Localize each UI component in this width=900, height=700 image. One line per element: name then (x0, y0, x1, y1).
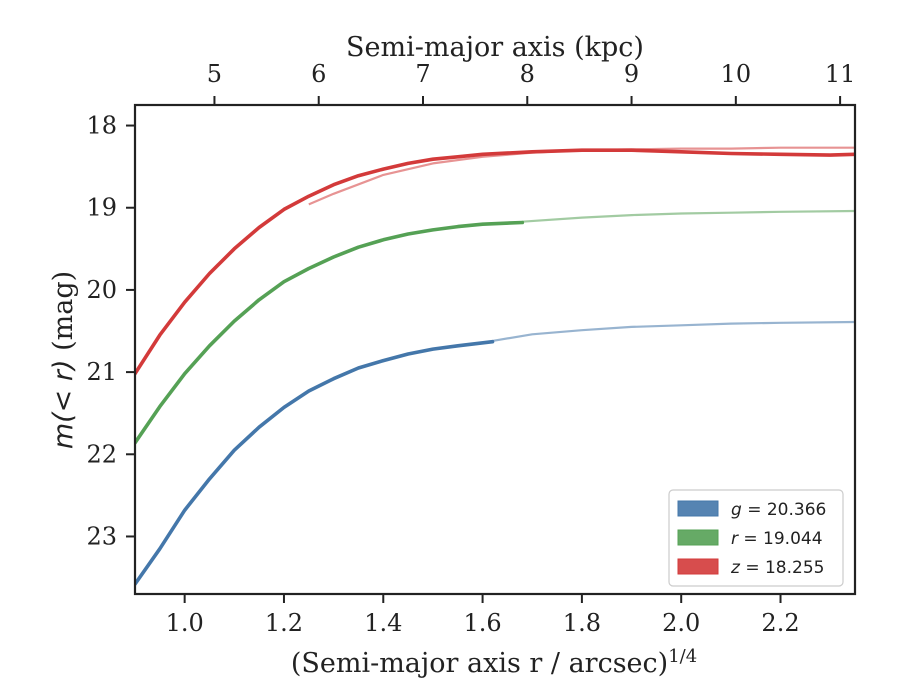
x-axis-label: (Semi-major axis r / arcsec)1/4 (291, 646, 697, 679)
series-z-model-line (308, 146, 855, 206)
x-tick-label: 2.2 (761, 609, 799, 637)
series-r-model-line (522, 209, 855, 223)
y-tick-label: 22 (86, 440, 117, 468)
top-tick-label: 5 (207, 60, 222, 88)
series-layer (135, 146, 855, 586)
legend-label-g: g = 20.366 (731, 500, 826, 520)
top-axis-label: Semi-major axis (kpc) (346, 32, 644, 63)
x-tick-label: 1.0 (166, 609, 204, 637)
bottom-axis-ticks: 1.0 1.2 1.4 1.6 1.8 2.0 2.2 (166, 594, 800, 637)
y-tick-label: 18 (86, 112, 117, 140)
series-z-measured-line (135, 148, 855, 376)
top-tick-label: 11 (825, 60, 856, 88)
series-r-measured-line (135, 220, 525, 445)
series-g-measured-line (135, 339, 495, 586)
legend-swatch-z (677, 558, 719, 575)
x-axis-label-exponent: 1/4 (668, 646, 697, 667)
x-tick-label: 1.8 (563, 609, 601, 637)
top-tick-label: 7 (415, 60, 430, 88)
top-tick-label: 10 (721, 60, 752, 88)
top-tick-label: 8 (520, 60, 535, 88)
x-tick-label: 1.4 (364, 609, 402, 637)
y-tick-label: 20 (86, 276, 117, 304)
legend-swatch-r (677, 529, 719, 546)
top-tick-label: 9 (624, 60, 639, 88)
x-tick-label: 2.0 (662, 609, 700, 637)
y-axis-label: m(< r) (mag) (48, 271, 79, 449)
top-axis-ticks: 5 6 7 8 9 10 11 (207, 60, 856, 105)
y-tick-label: 23 (86, 522, 117, 550)
legend: g = 20.366 r = 19.044 z = 18.255 (668, 489, 844, 587)
y-tick-label: 19 (86, 194, 117, 222)
left-axis-ticks: 18 19 20 21 22 23 (86, 112, 135, 550)
top-tick-label: 6 (311, 60, 326, 88)
series-g-model-line (492, 320, 855, 342)
x-tick-label: 1.2 (265, 609, 303, 637)
legend-swatch-g (677, 500, 719, 517)
legend-label-r: r = 19.044 (731, 529, 823, 549)
plot-frame (133, 103, 857, 596)
legend-label-z: z = 18.255 (730, 558, 824, 578)
y-tick-label: 21 (86, 358, 117, 386)
x-tick-label: 1.6 (464, 609, 502, 637)
